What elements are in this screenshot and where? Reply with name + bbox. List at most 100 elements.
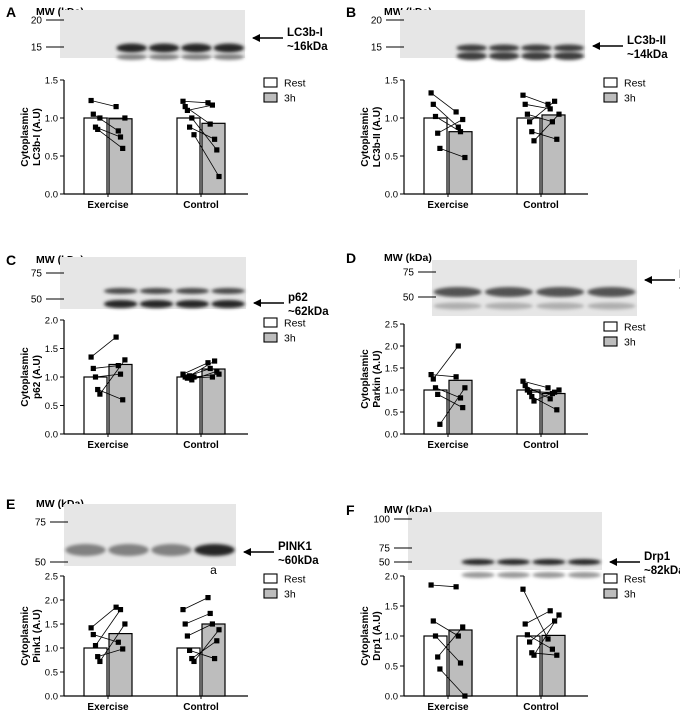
y-tick-label: 2.0 (385, 572, 398, 583)
data-point (216, 173, 222, 180)
blot-band (484, 287, 533, 297)
pair-line (439, 668, 466, 697)
mw-marker-label: 50 (403, 293, 415, 304)
pair-line (531, 131, 557, 140)
bar-rest (83, 376, 108, 435)
western-blot-image (60, 257, 246, 309)
data-point (212, 358, 218, 364)
protein-size-label: ~82kDa (644, 565, 680, 577)
pair-line (522, 94, 549, 105)
data-point (207, 121, 213, 127)
pair-line (187, 623, 213, 637)
data-point (545, 101, 551, 107)
pair-line (97, 648, 123, 658)
x-tick-label: Exercise (427, 702, 469, 712)
data-point (522, 621, 528, 627)
data-point (527, 389, 533, 395)
data-point (529, 129, 535, 135)
mw-marker-label: 50 (379, 558, 391, 569)
pair-line (437, 394, 463, 408)
pair-line (97, 129, 123, 149)
pair-line (185, 613, 211, 625)
blot-band (211, 288, 245, 294)
western-blot-image (432, 260, 637, 316)
pair-line (99, 623, 126, 662)
pair-line (193, 134, 220, 177)
y-tick-label: 0.5 (45, 401, 58, 412)
blot-band (139, 288, 174, 294)
data-point (117, 607, 124, 613)
bar-rest (516, 635, 541, 697)
x-tick-label: Control (183, 440, 219, 451)
data-point (430, 618, 436, 624)
protein-label: p62 (288, 292, 308, 304)
data-point (428, 372, 434, 378)
data-point (189, 655, 195, 662)
panel-letter: D (346, 250, 356, 266)
blot-band (587, 287, 636, 297)
data-point (455, 633, 461, 639)
y-tick-label: 2.0 (45, 316, 58, 327)
legend-swatch-rest (603, 77, 618, 88)
data-point (522, 383, 528, 389)
data-point (522, 101, 528, 107)
y-axis-label: Cytoplasmic (20, 606, 31, 666)
data-point (95, 654, 101, 660)
blot-band (194, 544, 235, 556)
data-point (187, 373, 193, 379)
data-point (527, 119, 533, 125)
data-point (531, 398, 537, 404)
data-point (209, 374, 215, 380)
pair-line (435, 635, 461, 664)
y-tick-label: 1.0 (45, 373, 58, 384)
data-point (432, 385, 439, 391)
legend-swatch-3h (603, 92, 618, 103)
panel-letter: C (6, 252, 16, 268)
data-point (428, 582, 434, 588)
data-point (97, 391, 103, 397)
y-axis-label: Cytoplasmic (360, 107, 371, 167)
western-blot-image (64, 504, 236, 566)
data-point (437, 666, 443, 672)
mw-marker-label: 75 (403, 268, 415, 279)
pair-line (522, 589, 549, 640)
blot-band (181, 43, 212, 53)
pair-line (193, 373, 220, 378)
pair-line (433, 104, 459, 128)
data-point (122, 621, 128, 627)
y-tick-label: 2.5 (385, 320, 398, 331)
data-point (520, 378, 526, 384)
pair-line (439, 387, 466, 425)
data-point (95, 386, 101, 393)
data-point (529, 394, 535, 400)
data-point (432, 113, 439, 120)
data-point (122, 357, 128, 363)
panel-letter: A (6, 4, 16, 20)
mw-marker-label: 50 (35, 558, 47, 569)
y-axis-label: LC3b-II (A.U) (372, 107, 383, 168)
data-point (88, 97, 94, 104)
y-tick-label: 1.0 (385, 114, 398, 125)
pair-line (189, 360, 215, 377)
blot-band (103, 300, 138, 308)
pair-line (95, 373, 121, 378)
data-point (90, 365, 96, 372)
blot-band (103, 288, 138, 294)
pair-line (533, 614, 560, 656)
legend-label-3h: 3h (284, 333, 296, 345)
data-point (556, 612, 562, 618)
blot-band (433, 287, 482, 297)
y-tick-label: 1.5 (45, 76, 58, 87)
blot-band (148, 54, 180, 60)
mw-marker-label: 75 (379, 544, 391, 555)
blot-band (536, 287, 585, 297)
data-point (90, 111, 96, 117)
pair-line (189, 126, 215, 140)
data-point (554, 407, 560, 413)
y-axis-label: p62 (A.U) (32, 355, 43, 399)
blot-background (400, 10, 585, 58)
pair-line (431, 584, 457, 588)
blot-band (496, 572, 531, 578)
panel-letter: F (346, 502, 355, 518)
y-axis-label: Pink1 (A.U) (32, 609, 43, 662)
